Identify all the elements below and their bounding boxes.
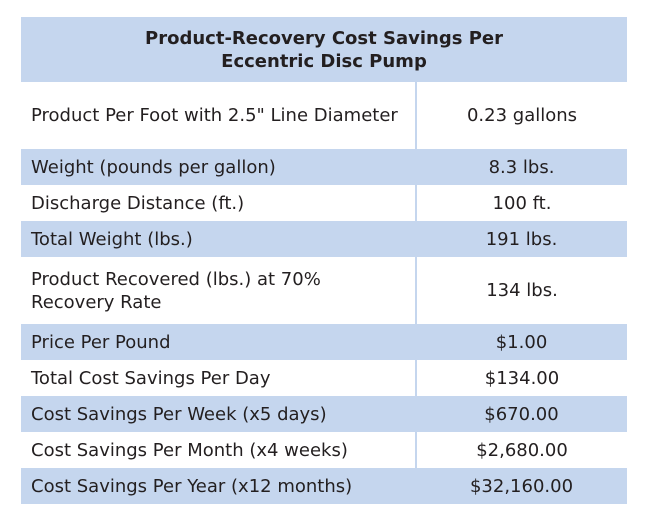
title-line-1: Product-Recovery Cost Savings Per <box>145 27 503 49</box>
row-value: 191 lbs. <box>416 221 627 257</box>
row-label: Weight (pounds per gallon) <box>21 149 416 185</box>
row-value: 8.3 lbs. <box>416 149 627 185</box>
row-value: 134 lbs. <box>486 280 558 301</box>
table-row: Total Weight (lbs.) 191 lbs. <box>21 221 627 257</box>
table-row: Cost Savings Per Week (x5 days) $670.00 <box>21 396 627 432</box>
row-label: Cost Savings Per Month (x4 weeks) <box>21 432 417 468</box>
table-row: Discharge Distance (ft.) 100 ft. <box>21 185 627 221</box>
cost-savings-table: Product-Recovery Cost Savings Per Eccent… <box>21 17 627 504</box>
table-row: Product Recovered (lbs.) at 70% Recovery… <box>21 257 627 324</box>
table-row: Product Per Foot with 2.5" Line Diameter… <box>21 82 627 149</box>
row-label: Product Recovered (lbs.) at 70% Recovery… <box>21 257 417 324</box>
row-value: $670.00 <box>416 396 627 432</box>
table-row: Total Cost Savings Per Day $134.00 <box>21 360 627 396</box>
row-value: $2,680.00 <box>476 439 568 461</box>
row-value: $1.00 <box>416 324 627 360</box>
row-label: Price Per Pound <box>21 324 416 360</box>
row-label: Total Weight (lbs.) <box>21 221 416 257</box>
title-line-2: Eccentric Disc Pump <box>221 50 427 72</box>
row-value: $32,160.00 <box>416 468 627 504</box>
row-label: Product Per Foot with 2.5" Line Diameter <box>21 82 417 149</box>
row-value: 0.23 gallons <box>466 105 578 126</box>
row-label: Cost Savings Per Week (x5 days) <box>21 396 416 432</box>
table-title: Product-Recovery Cost Savings Per Eccent… <box>21 17 627 82</box>
row-label: Cost Savings Per Year (x12 months) <box>21 468 416 504</box>
row-label: Discharge Distance (ft.) <box>21 185 417 221</box>
table-row: Weight (pounds per gallon) 8.3 lbs. <box>21 149 627 185</box>
table-row: Cost Savings Per Month (x4 weeks) $2,680.… <box>21 432 627 468</box>
row-value: 100 ft. <box>492 192 552 214</box>
table-header-row: Product-Recovery Cost Savings Per Eccent… <box>21 17 627 82</box>
row-value: $134.00 <box>484 367 560 389</box>
table-row: Price Per Pound $1.00 <box>21 324 627 360</box>
row-label: Total Cost Savings Per Day <box>21 360 417 396</box>
table-row: Cost Savings Per Year (x12 months) $32,16… <box>21 468 627 504</box>
